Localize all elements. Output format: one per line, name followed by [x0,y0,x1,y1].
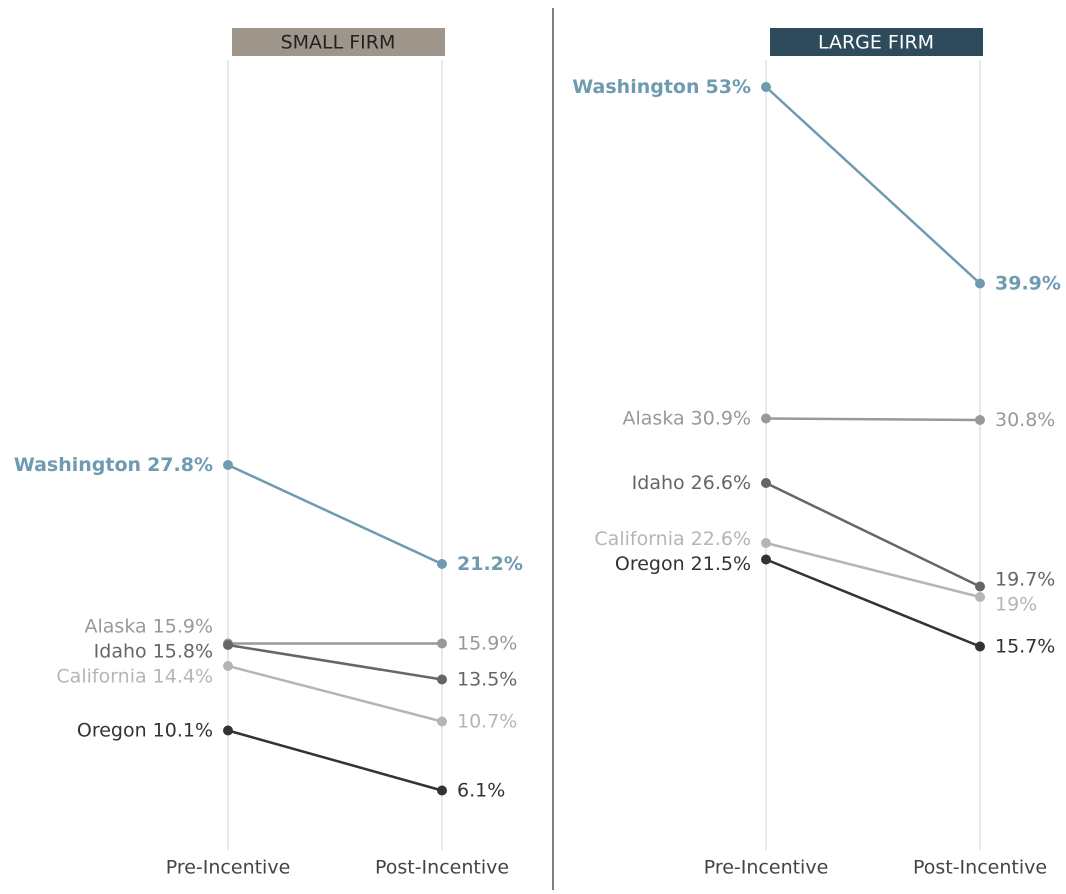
panel-title: LARGE FIRM [818,32,934,54]
series-name: California [56,665,146,687]
series-name: Alaska [85,615,147,637]
slope-line [765,541,981,599]
panel-title: SMALL FIRM [281,32,396,54]
x-tick-label: Pre-Incentive [166,857,291,879]
data-label: 15.7% [995,635,1055,657]
value-label: 22.6% [691,527,751,549]
data-label: 10.7% [457,710,517,732]
data-label: Oregon 21.5% [615,552,751,574]
data-label: 19% [995,593,1037,615]
point [761,478,771,488]
value-label: 53% [706,76,751,98]
point [975,581,985,592]
value-label: 19.7% [995,568,1055,590]
slope-line [765,481,981,588]
value-label: 15.9% [457,632,517,654]
series-name: Washington [572,76,699,98]
value-label: 10.7% [457,710,517,732]
slope-line [765,417,981,422]
data-label: 6.1% [457,779,505,801]
data-label: Washington 53% [572,76,751,98]
value-label: 21.2% [457,553,523,575]
data-label: California 14.4% [56,665,213,687]
x-tick-label: Post-Incentive [913,857,1047,879]
x-tick-label: Post-Incentive [375,857,509,879]
data-label: Idaho 15.8% [94,640,213,662]
panel-title-box [770,28,983,56]
slope-line [765,558,981,648]
value-label: 13.5% [457,668,517,690]
data-label: Alaska 30.9% [623,407,752,429]
slope-line [227,463,443,566]
point [223,640,233,650]
point [223,725,233,736]
data-label: Oregon 10.1% [77,719,213,741]
point [437,674,447,685]
value-label: 39.9% [995,272,1061,294]
data-label: 39.9% [995,272,1061,294]
value-label: 26.6% [691,472,751,494]
series-name: Idaho [94,640,147,662]
series-name: Alaska [623,407,685,429]
data-label: 15.9% [457,632,517,654]
series-name: Oregon [615,552,685,574]
point [761,82,771,92]
point [975,278,985,289]
point [761,554,771,565]
point [975,592,985,602]
point [975,641,985,652]
value-label: 10.1% [153,719,213,741]
point [761,538,771,548]
value-label: 15.7% [995,635,1055,657]
series-name: California [594,527,684,549]
point [223,661,233,671]
series-name: Oregon [77,719,147,741]
slope-line [227,729,443,792]
point [437,559,447,569]
point [223,460,233,470]
slope-line [227,664,443,723]
point [761,413,771,424]
value-label: 30.8% [995,409,1055,431]
point [437,716,447,727]
point [437,785,447,796]
slope-line [765,86,981,285]
data-label: 30.8% [995,409,1055,431]
value-label: 19% [995,593,1037,615]
data-label: Washington 27.8% [14,454,213,476]
value-label: 6.1% [457,779,505,801]
point [437,638,447,649]
data-label: California 22.6% [594,527,751,549]
x-tick-label: Pre-Incentive [704,857,829,879]
data-label: 21.2% [457,553,523,575]
series-name: Washington [14,454,141,476]
panel-title-box [232,28,445,56]
data-label: Alaska 15.9% [85,615,214,637]
value-label: 27.8% [147,454,213,476]
value-label: 21.5% [691,552,751,574]
data-label: Idaho 26.6% [632,472,751,494]
data-label: 19.7% [995,568,1055,590]
point [975,415,985,425]
series-name: Idaho [632,472,685,494]
data-label: 13.5% [457,668,517,690]
value-label: 30.9% [691,407,751,429]
value-label: 15.9% [153,615,213,637]
slope-line [227,643,443,681]
value-label: 15.8% [153,640,213,662]
value-label: 14.4% [153,665,213,687]
